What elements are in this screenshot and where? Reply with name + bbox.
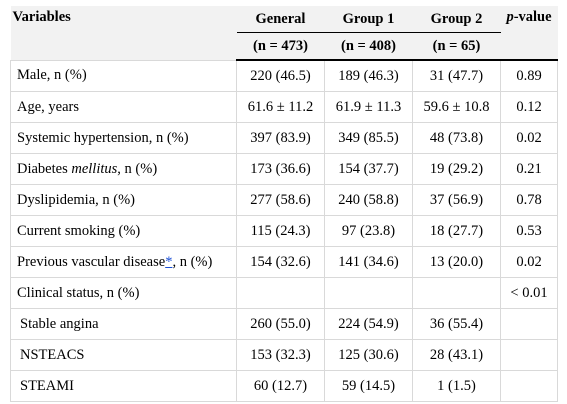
table-row: Age, years 61.6 ± 11.2 61.9 ± 11.3 59.6 …: [10, 91, 558, 123]
row-label: Systemic hypertension, n (%): [10, 122, 237, 154]
row-label-post: , n (%): [172, 253, 213, 270]
cell-group2: 31 (47.7): [412, 59, 501, 92]
cell-group1: 154 (37.7): [324, 153, 413, 185]
cell-group2: 59.6 ± 10.8: [412, 91, 501, 123]
row-label: Stable angina: [10, 308, 237, 340]
header-n-general: (n = 473): [236, 32, 325, 61]
table-row: Clinical status, n (%) < 0.01: [10, 277, 558, 309]
cell-general: [236, 277, 325, 309]
header-n-group2: (n = 65): [412, 32, 501, 61]
row-label: Clinical status, n (%): [10, 277, 237, 309]
cell-group1: 61.9 ± 11.3: [324, 91, 413, 123]
row-label-pre: Previous vascular disease: [17, 253, 166, 270]
row-label: Current smoking (%): [10, 215, 237, 247]
row-label: Male, n (%): [10, 59, 237, 92]
cell-general: 60 (12.7): [236, 370, 325, 402]
baseline-characteristics-table: Variables General Group 1 Group 2 p-valu…: [10, 6, 558, 402]
cell-group1: 97 (23.8): [324, 215, 413, 247]
header-group2: Group 2: [412, 6, 501, 33]
header-pvalue: p-value: [500, 6, 558, 61]
cell-group1: 189 (46.3): [324, 59, 413, 92]
cell-pvalue: [500, 339, 558, 371]
cell-general: 61.6 ± 11.2: [236, 91, 325, 123]
footnote-link[interactable]: *: [165, 253, 173, 270]
cell-pvalue: 0.89: [500, 59, 558, 92]
cell-group1: 125 (30.6): [324, 339, 413, 371]
table-row: STEAMI 60 (12.7) 59 (14.5) 1 (1.5): [10, 370, 558, 402]
cell-pvalue: 0.78: [500, 184, 558, 216]
cell-group1: 59 (14.5): [324, 370, 413, 402]
cell-pvalue: [500, 370, 558, 402]
row-label-italic: mellitus: [71, 160, 118, 177]
table-row: Dyslipidemia, n (%) 277 (58.6) 240 (58.8…: [10, 184, 558, 216]
cell-pvalue: 0.12: [500, 91, 558, 123]
cell-general: 154 (32.6): [236, 246, 325, 278]
cell-pvalue: 0.53: [500, 215, 558, 247]
cell-group2: 1 (1.5): [412, 370, 501, 402]
cell-general: 173 (36.6): [236, 153, 325, 185]
cell-pvalue: 0.21: [500, 153, 558, 185]
header-group1: Group 1: [324, 6, 413, 33]
cell-group1: 240 (58.8): [324, 184, 413, 216]
table-row: Diabetes mellitus, n (%) 173 (36.6) 154 …: [10, 153, 558, 185]
cell-group2: 28 (43.1): [412, 339, 501, 371]
table-row: Previous vascular disease*, n (%) 154 (3…: [10, 246, 558, 278]
cell-pvalue: [500, 308, 558, 340]
row-label: Age, years: [10, 91, 237, 123]
table-row: Male, n (%) 220 (46.5) 189 (46.3) 31 (47…: [10, 59, 558, 92]
cell-group2: [412, 277, 501, 309]
cell-group1: [324, 277, 413, 309]
cell-group2: 13 (20.0): [412, 246, 501, 278]
cell-general: 260 (55.0): [236, 308, 325, 340]
row-label: Previous vascular disease*, n (%): [10, 246, 237, 278]
cell-general: 277 (58.6): [236, 184, 325, 216]
cell-pvalue: 0.02: [500, 246, 558, 278]
header-variables: Variables: [10, 6, 237, 60]
cell-group2: 36 (55.4): [412, 308, 501, 340]
row-label: Dyslipidemia, n (%): [10, 184, 237, 216]
cell-general: 397 (83.9): [236, 122, 325, 154]
cell-group2: 18 (27.7): [412, 215, 501, 247]
header-n-group1: (n = 408): [324, 32, 413, 61]
cell-general: 115 (24.3): [236, 215, 325, 247]
header-row: Variables General Group 1 Group 2 p-valu…: [10, 6, 558, 61]
cell-group2: 48 (73.8): [412, 122, 501, 154]
row-label: Diabetes mellitus, n (%): [10, 153, 237, 185]
cell-group1: 224 (54.9): [324, 308, 413, 340]
row-label-pre: Diabetes: [17, 160, 72, 177]
cell-group2: 37 (56.9): [412, 184, 501, 216]
header-pvalue-italic: p: [506, 9, 514, 25]
cell-pvalue: < 0.01: [500, 277, 558, 309]
row-label-post: , n (%): [117, 160, 158, 177]
header-n-row: (n = 473) (n = 408) (n = 65): [11, 32, 558, 61]
cell-group2: 19 (29.2): [412, 153, 501, 185]
cell-general: 220 (46.5): [236, 59, 325, 92]
table-row: NSTEACS 153 (32.3) 125 (30.6) 28 (43.1): [10, 339, 558, 371]
header-pvalue-rest: -value: [513, 9, 552, 25]
cell-general: 153 (32.3): [236, 339, 325, 371]
table-row: Current smoking (%) 115 (24.3) 97 (23.8)…: [10, 215, 558, 247]
row-label: NSTEACS: [10, 339, 237, 371]
row-label: STEAMI: [10, 370, 237, 402]
cell-pvalue: 0.02: [500, 122, 558, 154]
table-row: Stable angina 260 (55.0) 224 (54.9) 36 (…: [10, 308, 558, 340]
table-row: Systemic hypertension, n (%) 397 (83.9) …: [10, 122, 558, 154]
header-general: General: [236, 6, 325, 33]
cell-group1: 349 (85.5): [324, 122, 413, 154]
cell-group1: 141 (34.6): [324, 246, 413, 278]
